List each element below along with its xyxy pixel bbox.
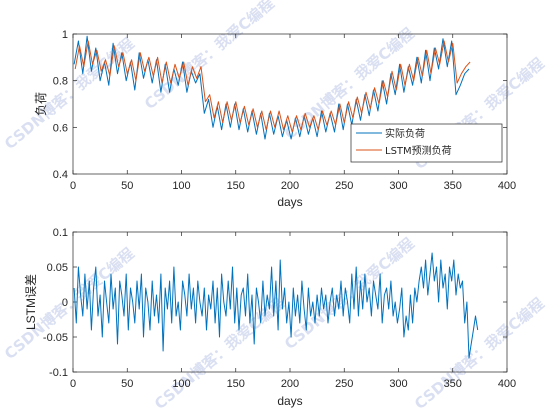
series-line-2 bbox=[74, 40, 471, 133]
x-tick-label: 400 bbox=[498, 180, 516, 192]
x-tick-label: 250 bbox=[335, 180, 353, 192]
y-axis-label: LSTM误差 bbox=[24, 274, 38, 330]
x-tick-label: 300 bbox=[389, 378, 407, 390]
watermark-text: CSDN博客：我爱C编程 bbox=[1, 34, 138, 153]
x-tick-label: 150 bbox=[227, 378, 245, 390]
x-tick-label: 400 bbox=[498, 378, 516, 390]
series-layer bbox=[73, 252, 479, 359]
x-axis-ticks: 0 50 100 150 200 250 300 350 400 bbox=[70, 34, 516, 192]
y-tick-label: 0.6 bbox=[53, 122, 68, 134]
y-tick-label: 0.1 bbox=[53, 227, 68, 239]
x-tick-label: 0 bbox=[70, 180, 76, 192]
x-tick-label: 0 bbox=[70, 378, 76, 390]
x-tick-label: 250 bbox=[335, 378, 353, 390]
y-axis-ticks: 0.4 0.6 0.8 1 bbox=[53, 29, 507, 181]
x-axis-label: days bbox=[277, 394, 302, 408]
watermark-text: CSDN博客：我爱C编程 bbox=[1, 244, 138, 363]
x-tick-label: 150 bbox=[227, 180, 245, 192]
x-axis-ticks: 0 50 100 150 200 250 300 350 400 bbox=[70, 232, 516, 390]
lstm-error-chart: 0 50 100 150 200 250 300 350 400 -0.1-0.0500.050… bbox=[24, 227, 516, 408]
x-tick-label: 350 bbox=[444, 180, 462, 192]
x-tick-label: 100 bbox=[172, 378, 190, 390]
y-tick-label: 0.8 bbox=[53, 76, 68, 88]
x-tick-label: 50 bbox=[121, 378, 133, 390]
x-tick-label: 50 bbox=[121, 180, 133, 192]
x-axis-label: days bbox=[277, 195, 302, 209]
series-layer bbox=[73, 35, 471, 140]
y-tick-label: -0.1 bbox=[49, 367, 68, 379]
y-tick-label: 0 bbox=[62, 297, 68, 309]
y-tick-label: 0.4 bbox=[53, 169, 68, 181]
y-tick-label: -0.05 bbox=[43, 332, 68, 344]
x-tick-label: 100 bbox=[172, 180, 190, 192]
x-tick-label: 300 bbox=[389, 180, 407, 192]
legend-label-predicted: LSTM预测负荷 bbox=[385, 144, 452, 157]
watermark-text: CSDN博客：我爱C编程 bbox=[411, 294, 548, 413]
legend-box bbox=[350, 123, 503, 163]
legend-label-actual: 实际负荷 bbox=[385, 127, 425, 140]
x-tick-label: 200 bbox=[281, 180, 299, 192]
y-axis-ticks: -0.1 -0.05 0 0.05 0.1 bbox=[43, 227, 507, 379]
x-tick-label: 350 bbox=[444, 378, 462, 390]
legend: 实际负荷 LSTM预测负荷 bbox=[350, 123, 503, 163]
load-forecast-chart: 0 50 100 150 200 250 300 350 400 0.4 0.6 0.8 1 days… bbox=[34, 29, 516, 209]
y-axis-label: 负荷 bbox=[34, 92, 48, 116]
y-tick-label: 0.05 bbox=[47, 262, 68, 274]
series-line-1 bbox=[73, 252, 479, 359]
y-tick-label: 1 bbox=[62, 29, 68, 41]
x-tick-label: 200 bbox=[281, 378, 299, 390]
